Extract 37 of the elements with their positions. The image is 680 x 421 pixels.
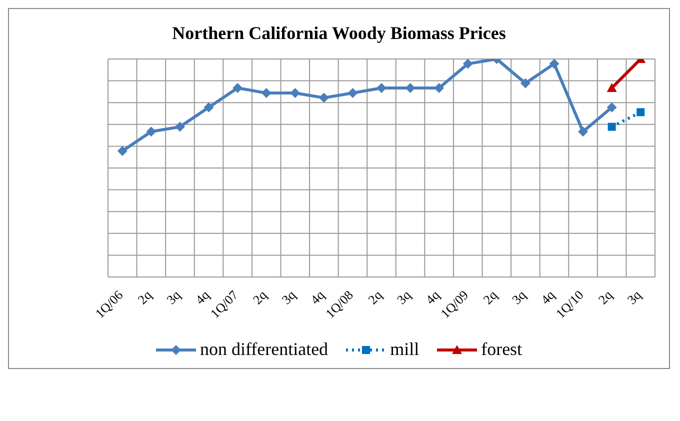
x-tick-label: 2q <box>134 286 155 308</box>
point <box>376 82 386 93</box>
point <box>348 88 358 98</box>
point <box>117 146 128 156</box>
x-tick-label: 2q <box>595 286 616 308</box>
point <box>434 82 444 93</box>
x-tick-label: 3q <box>394 286 414 308</box>
legend-label: forest <box>481 339 522 360</box>
point <box>174 122 185 132</box>
point <box>606 102 617 112</box>
chart-title: Northern California Woody Biomass Prices <box>171 23 507 44</box>
x-tick-label: 4q <box>307 286 328 308</box>
x-tick-label: 4q <box>538 286 558 308</box>
x-tick-label: 3q <box>163 286 184 308</box>
x-tick-label: 2q <box>364 286 386 308</box>
x-tick-label: 3q <box>278 286 299 308</box>
x-tick-label: 4q <box>192 286 212 308</box>
point <box>146 126 156 137</box>
x-tick-label: 3q <box>508 286 530 308</box>
point <box>405 82 416 93</box>
point <box>636 108 645 116</box>
point <box>232 82 243 93</box>
point <box>290 88 300 98</box>
point <box>520 78 530 88</box>
point <box>549 59 560 69</box>
x-tick-label: 3q <box>624 286 644 308</box>
x-tick-label: 2q <box>250 286 270 308</box>
point <box>261 88 272 98</box>
point <box>578 126 588 137</box>
x-tick-label: 2q <box>480 286 500 308</box>
point <box>204 102 214 112</box>
x-tick-label: 4q <box>422 286 443 308</box>
legend-label: mill <box>390 339 420 360</box>
point <box>462 59 473 69</box>
point <box>318 92 329 103</box>
point <box>608 122 616 131</box>
legend-label: non differentiated <box>200 339 328 360</box>
